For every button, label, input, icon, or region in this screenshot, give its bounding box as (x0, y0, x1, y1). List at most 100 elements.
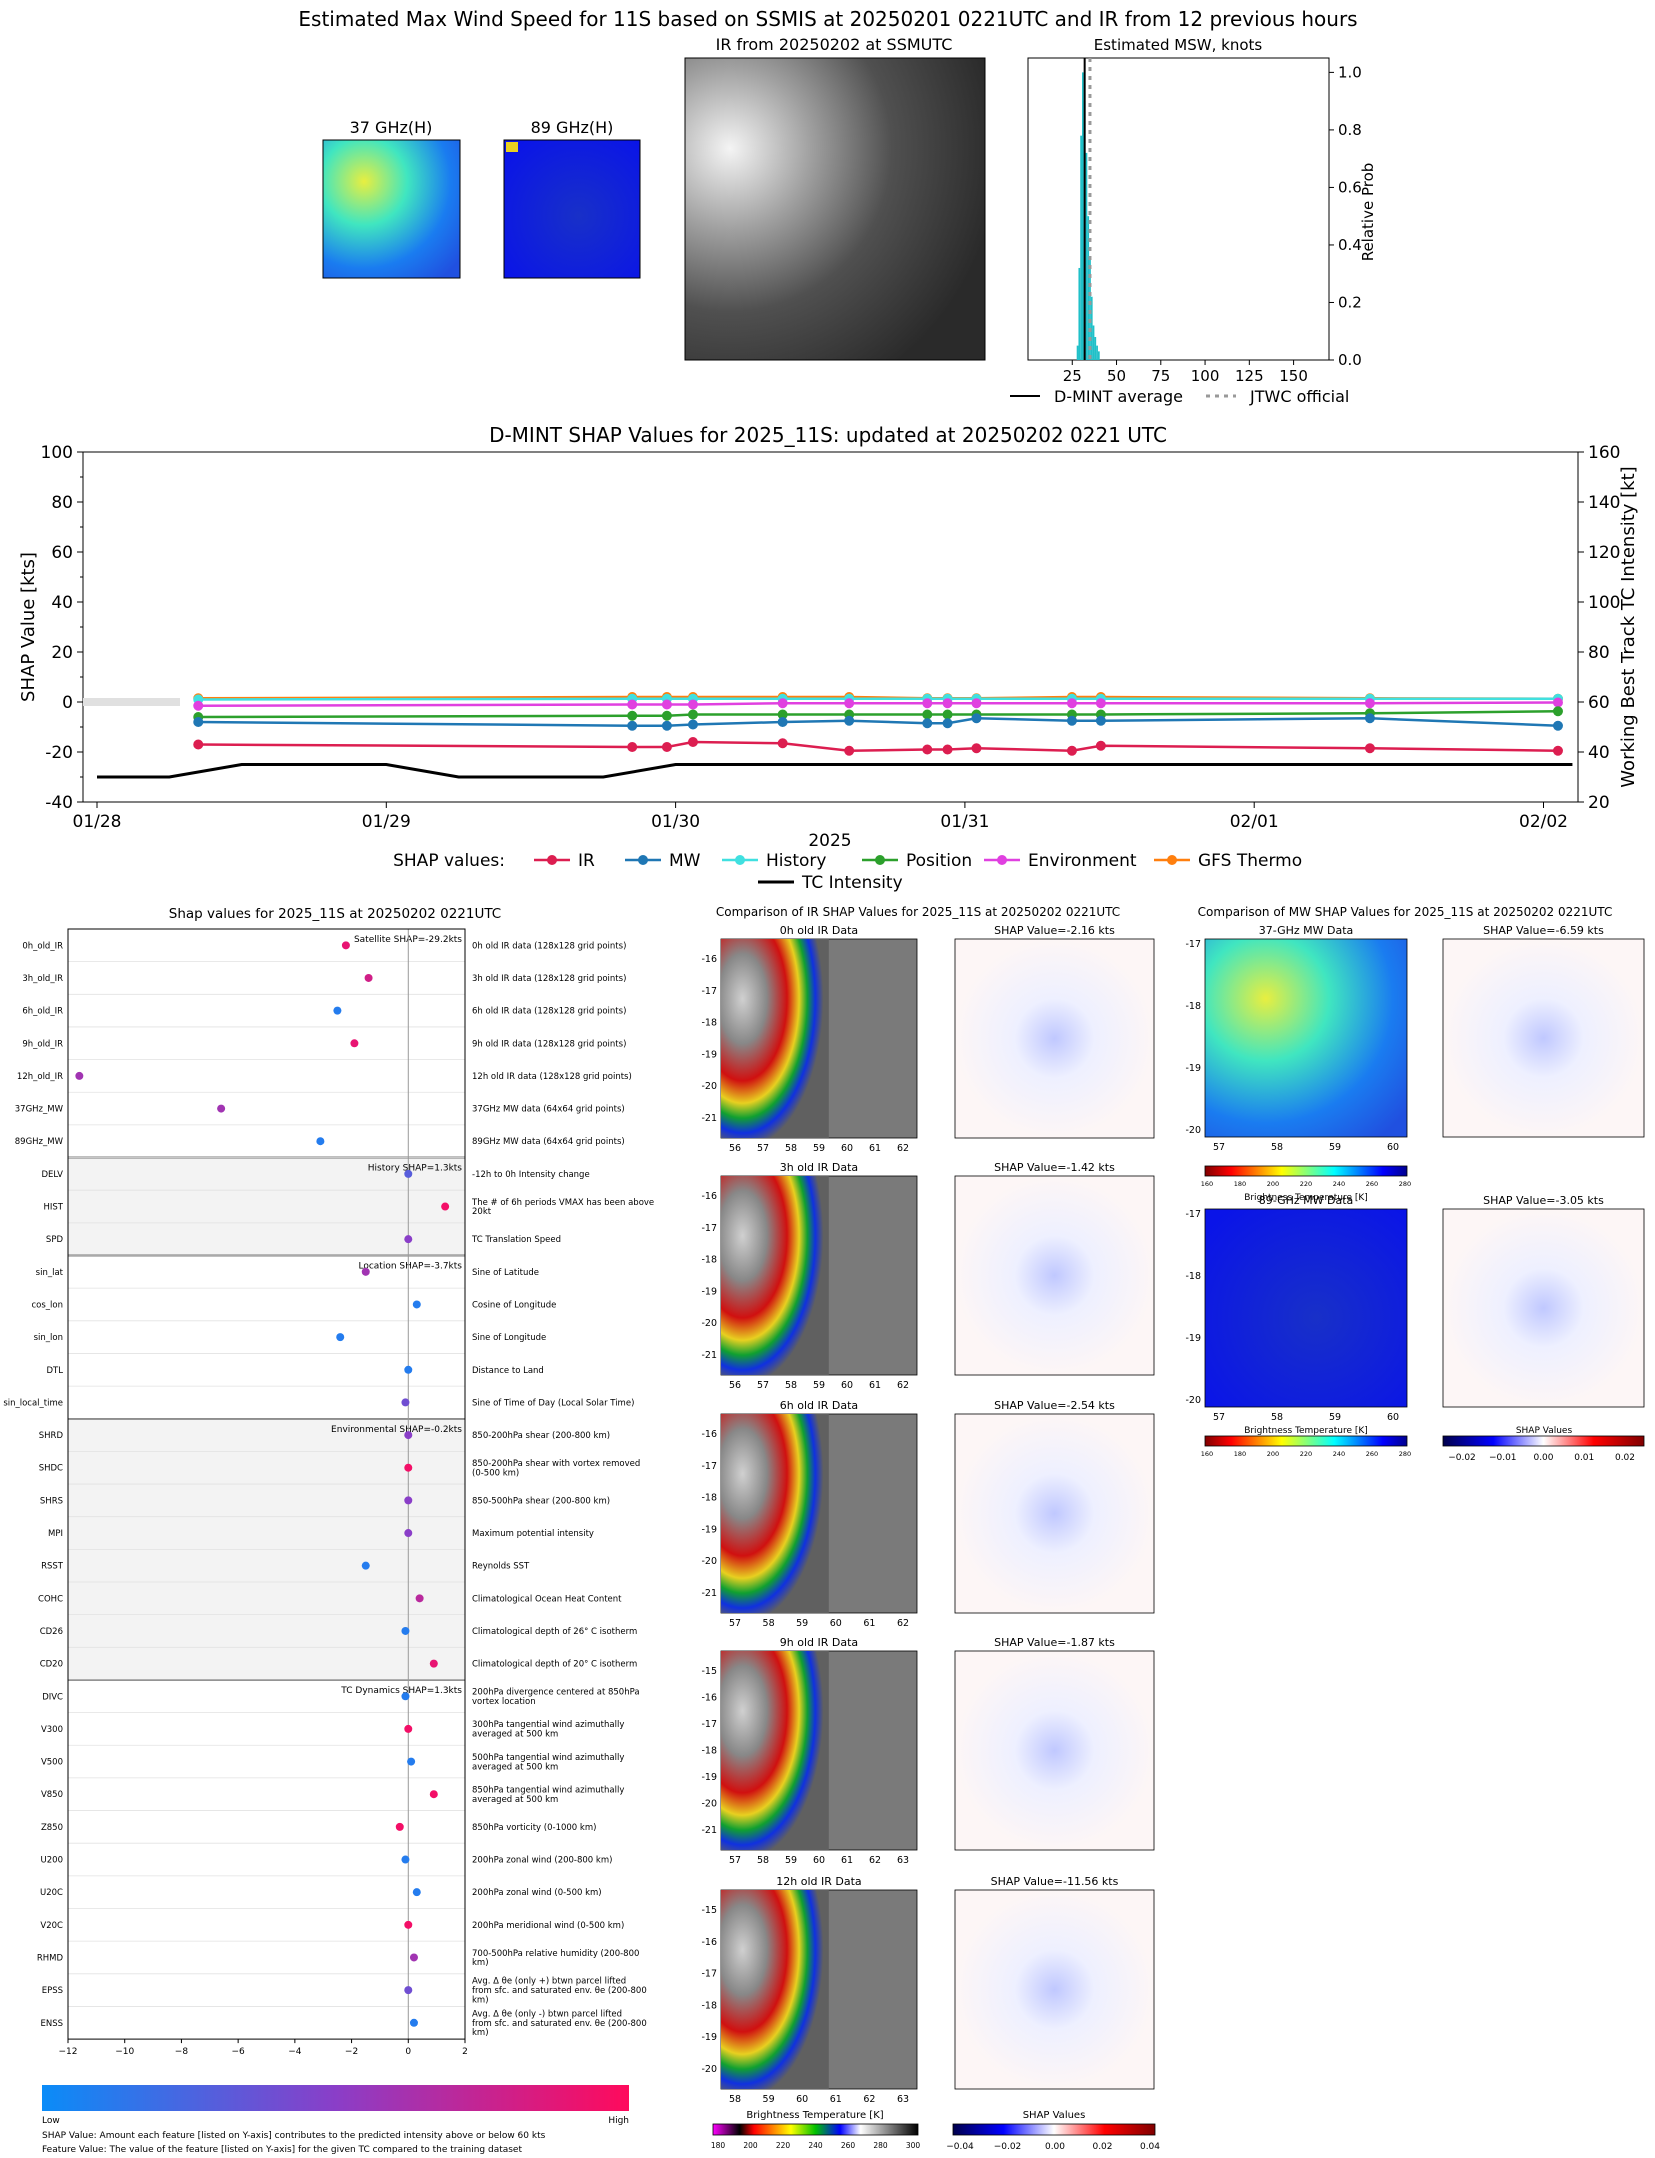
feature-description: Reynolds SST (472, 1562, 530, 1572)
series-line-mw (198, 716, 1559, 727)
y-tick-label: -20 (45, 743, 73, 763)
y-tick-label: -20 (701, 1556, 717, 1567)
x-tick-label: 125 (1235, 367, 1264, 385)
x-tick-label: 25 (1063, 367, 1082, 385)
series-point (777, 698, 788, 709)
feature-name: RSST (41, 1562, 64, 1572)
feature-name: V300 (41, 1725, 63, 1735)
x-tick-label: 59 (763, 2094, 775, 2105)
series-point (844, 715, 855, 726)
feature-point (336, 1333, 345, 1342)
x-tick-label: 61 (830, 2094, 842, 2105)
x-tick-label: 60 (841, 1143, 853, 1154)
x-tick-label: 62 (897, 1380, 909, 1391)
x-tick-label: 61 (869, 1143, 881, 1154)
ir-shap-title: SHAP Value=-11.56 kts (991, 1875, 1119, 1888)
mw37-colorbar-title: Brightness Temperature [K] (1244, 1193, 1368, 1203)
ir-storm (721, 939, 829, 1138)
mw-panel-title: 37-GHz MW Data (1259, 924, 1354, 937)
x-tick-label: 58 (1271, 1412, 1283, 1423)
feature-name: MPI (48, 1529, 63, 1539)
feature-name: SHRS (40, 1496, 63, 1506)
series-point (687, 719, 698, 730)
feature-point (404, 1920, 413, 1929)
y-tick-label: -18 (1185, 1001, 1201, 1012)
y-tick-label: 1.0 (1338, 63, 1362, 81)
feature-point (409, 1953, 418, 1962)
histogram-bar (1094, 336, 1097, 360)
x-tick-label: 60 (813, 1855, 825, 1866)
legend-marker (875, 855, 885, 865)
y-tick-label: 20 (51, 643, 73, 663)
feature-name: sin_lat (36, 1268, 64, 1278)
y-tick-label: 0.4 (1338, 236, 1362, 254)
colorbar-tick-label: 220 (1300, 1180, 1312, 1188)
feature-group-label: Environmental SHAP=-0.2kts (331, 1425, 462, 1435)
feature-point (395, 1822, 404, 1831)
mw-shap-map (1442, 938, 1645, 1138)
feature-name: U200 (41, 1856, 63, 1866)
feature-description: Climatological depth of 26° C isotherm (472, 1627, 637, 1637)
histogram-bar (1085, 152, 1088, 360)
series-point (922, 709, 933, 720)
colorbar-tick-label: 260 (841, 2141, 856, 2150)
y-tick-label: -18 (701, 1493, 717, 1504)
y-tick-label: -21 (701, 1825, 717, 1836)
legend-dmint-label: D-MINT average (1054, 387, 1183, 406)
histogram-bar (1096, 345, 1098, 360)
feature-description: Avg. Δ θe (only +) btwn parcel lifted fro… (472, 1977, 647, 2006)
series-point (1095, 740, 1106, 751)
series-point (1066, 715, 1077, 726)
series-point (661, 720, 672, 731)
histogram-bar (1078, 267, 1081, 360)
feature-name: EPSS (42, 1986, 63, 1996)
x-tick-label: 59 (1329, 1142, 1341, 1153)
feature-point (415, 1594, 424, 1603)
y-tick-label: -21 (701, 1350, 717, 1361)
feature-point (75, 1071, 84, 1080)
histogram-bar (1076, 345, 1079, 360)
feature-description: -12h to 0h Intensity change (472, 1170, 590, 1180)
x-tick-label: 57 (729, 1618, 741, 1629)
ir-panel-title: 0h old IR Data (780, 924, 858, 937)
colorbar-tick-label: 200 (1267, 1180, 1279, 1188)
x-tick-label: 02/02 (1519, 812, 1568, 832)
colorbar-tick-label: 260 (1366, 1180, 1378, 1188)
x-tick-label: 150 (1279, 367, 1308, 385)
x-tick-label: 62 (897, 1618, 909, 1629)
y2-tick-label: 100 (1588, 593, 1620, 613)
x-tick-label: 63 (897, 2094, 909, 2105)
mw89-thumbnail: 89 GHz(H) (503, 118, 641, 279)
histogram-bar (1097, 351, 1100, 360)
ir-thumbnail: IR from 20250202 at SSMUTC (684, 35, 986, 361)
feature-point (409, 2018, 418, 2027)
ir-storm (721, 1176, 829, 1375)
x-tick-label: 0 (405, 2047, 411, 2057)
legend-marker (638, 855, 648, 865)
y-tick-label: -17 (701, 1969, 717, 1980)
feature-description: 850hPa vorticity (0-1000 km) (472, 1823, 596, 1833)
feature-description: 0h old IR data (128x128 grid points) (472, 941, 626, 951)
series-point (661, 742, 672, 752)
ir-comparison-title: Comparison of IR SHAP Values for 2025_11… (716, 905, 1120, 919)
y-tick-label: -17 (701, 1223, 717, 1234)
y-tick-label: -19 (701, 1049, 717, 1060)
colorbar-tick-label: −0.04 (946, 2142, 974, 2152)
feature-point (404, 1986, 413, 1995)
feature-name: 37GHz_MW (15, 1105, 64, 1115)
feature-name: V850 (41, 1790, 63, 1800)
series-point (1552, 706, 1563, 717)
colorbar-tick-label: 160 (1201, 1180, 1213, 1188)
mw-image (1204, 1208, 1408, 1408)
feature-group-label: History SHAP=1.3kts (368, 1164, 463, 1174)
feature-point (404, 1431, 413, 1440)
x-tick-label: −12 (59, 2047, 78, 2057)
series-point (1552, 745, 1563, 756)
feature-name: 89GHz_MW (15, 1137, 64, 1147)
y-tick-label: -18 (701, 1255, 717, 1266)
colorbar-tick-label: 180 (1234, 1180, 1246, 1188)
histogram-bar (1087, 216, 1090, 360)
x-tick-label: 50 (1107, 367, 1126, 385)
ir-shap-colorbar (952, 2123, 1156, 2136)
feature-name: SHDC (39, 1464, 63, 1474)
